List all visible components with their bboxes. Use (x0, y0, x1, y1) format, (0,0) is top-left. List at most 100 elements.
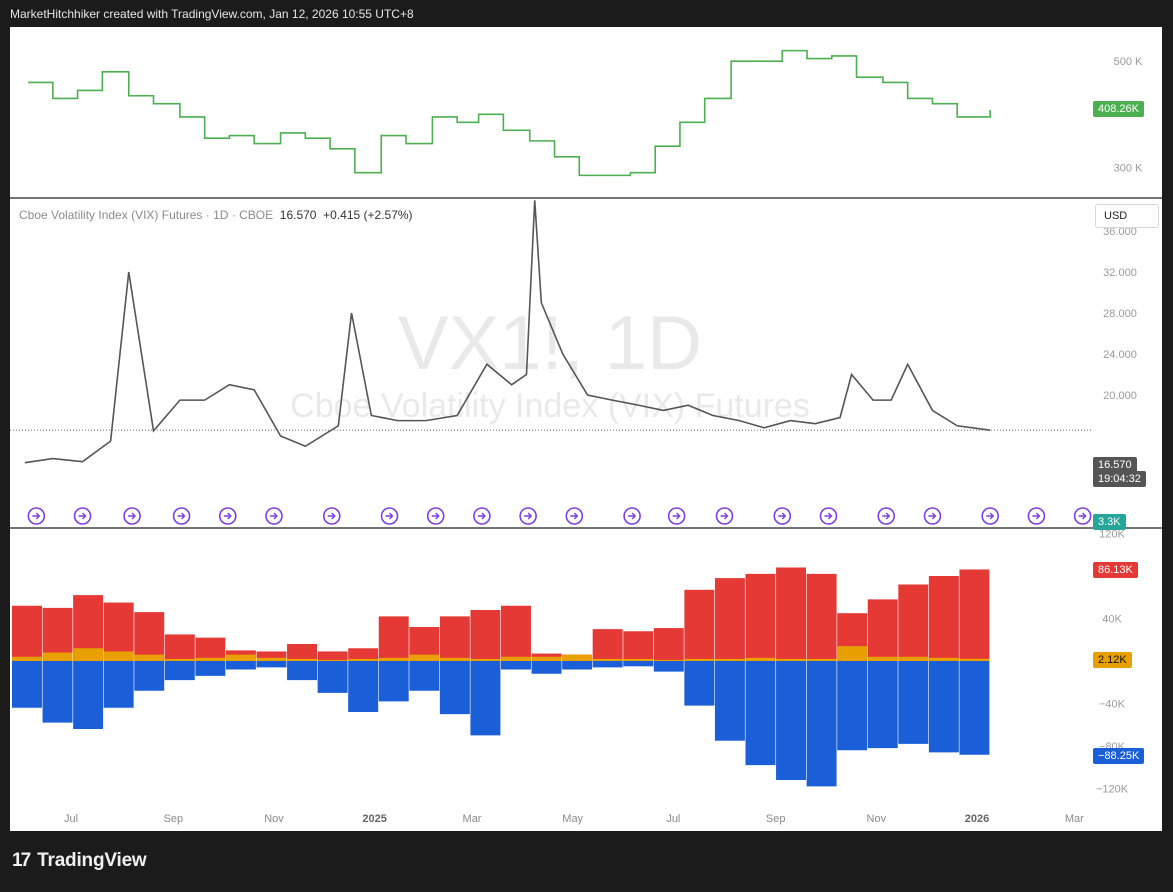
event-marker (218, 507, 237, 525)
negative-bar (776, 661, 807, 780)
negative-bar (42, 661, 73, 723)
event-marker-arrow-icon (720, 512, 729, 520)
event-marker-arrow-icon (477, 512, 486, 520)
negative-bar (287, 661, 318, 681)
price-y-tick-label: 24.000 (1103, 349, 1137, 361)
positive-bar (12, 605, 42, 661)
x-tick-label: Nov (264, 813, 284, 825)
negative-bar (714, 661, 745, 741)
event-marker (27, 507, 46, 525)
x-tick-label: 2025 (362, 813, 386, 825)
currency-button[interactable]: USD (1095, 204, 1159, 228)
event-marker-arrow-icon (223, 512, 232, 520)
tradingview-logo-icon: 17 (12, 850, 31, 871)
event-marker-arrow-icon (570, 512, 579, 520)
legend-last: 16.570 (279, 208, 317, 222)
event-marker (819, 507, 838, 525)
x-tick-label: Sep (766, 813, 786, 825)
mid-bar (959, 658, 990, 661)
event-marker-arrow-icon (32, 512, 41, 520)
mid-bar (531, 656, 562, 661)
positive-bar (776, 567, 807, 661)
mid-bar (256, 657, 287, 661)
negative-bar (195, 661, 226, 676)
negative-bar (928, 661, 959, 753)
mid-bar (103, 651, 134, 661)
positive-bar (470, 610, 501, 661)
brand-name: TradingView (37, 850, 147, 871)
negative-bar (225, 661, 256, 670)
mid-bar (867, 656, 898, 661)
positive-bar (928, 576, 959, 661)
negative-bar (684, 661, 715, 706)
price-tag: 16.570 (1093, 457, 1137, 473)
mid-bar (653, 659, 684, 661)
mid-bar (837, 646, 868, 661)
event-marker (773, 507, 792, 525)
event-marker (123, 507, 141, 525)
symbol-legend[interactable]: Cboe Volatility Index (VIX) Futures · 1D… (19, 208, 413, 222)
event-marker-arrow-icon (128, 512, 137, 520)
mid-bar (898, 656, 929, 661)
tradingview-logo[interactable]: 17 TradingView (12, 850, 147, 872)
mid-bar (195, 657, 226, 661)
mid-bar (470, 658, 501, 661)
event-markers (27, 507, 1092, 525)
mid-bar (225, 654, 256, 661)
event-marker (426, 507, 445, 525)
mid-bar (12, 656, 42, 661)
price-y-tick-label: 32.000 (1103, 267, 1137, 279)
negative-bar (837, 661, 868, 751)
negative-bar (898, 661, 929, 744)
top-y-tick-label: 500 K (1114, 56, 1143, 68)
neg-value-tag: −88.25K (1093, 748, 1145, 764)
positive-bar (103, 602, 134, 661)
pos-value-tag: 86.13K (1093, 562, 1138, 578)
positive-bar (714, 578, 745, 661)
event-marker (322, 507, 341, 525)
negative-bar (592, 661, 623, 668)
negative-bar (439, 661, 470, 715)
mid-bar (501, 656, 531, 661)
event-marker-arrow-icon (385, 512, 394, 520)
positive-bar (959, 569, 990, 661)
event-marker (923, 507, 942, 525)
negative-bar (623, 661, 654, 667)
x-tick-label: Mar (1065, 813, 1084, 825)
event-marker-arrow-icon (177, 512, 186, 520)
positive-bar (256, 651, 287, 661)
positive-bar (317, 651, 348, 661)
x-tick-label: Mar (463, 813, 482, 825)
event-marker-arrow-icon (986, 512, 995, 520)
mid-bar (776, 658, 807, 661)
mid-bar (745, 657, 776, 661)
positive-bar (623, 631, 654, 661)
mid-bar (317, 659, 348, 661)
negative-bar (12, 661, 42, 708)
x-tick-label: Jul (64, 813, 78, 825)
mid-bar (409, 654, 440, 661)
negative-bar (562, 661, 593, 670)
event-marker-arrow-icon (1032, 512, 1041, 520)
positive-bar (164, 634, 195, 661)
event-marker (1027, 507, 1046, 525)
mid-bar (134, 654, 165, 661)
negative-bar (470, 661, 501, 736)
mid-bar (928, 657, 959, 661)
positive-bar (806, 573, 837, 661)
event-marker-arrow-icon (327, 512, 336, 520)
event-marker-arrow-icon (628, 512, 637, 520)
negative-bar (806, 661, 837, 787)
event-marker (877, 507, 896, 525)
top-y-tick-label: 300 K (1114, 162, 1143, 174)
bottom-y-tick-label: −120K (1096, 784, 1129, 796)
x-tick-label: 2026 (965, 813, 989, 825)
x-tick-label: Jul (666, 813, 680, 825)
price-y-tick-label: 20.000 (1103, 390, 1137, 402)
positive-bar (653, 628, 684, 661)
price-y-tick-label: 28.000 (1103, 308, 1137, 320)
event-marker (73, 507, 92, 525)
event-marker-arrow-icon (928, 512, 937, 520)
price-y-tick-label: 36.000 (1103, 226, 1137, 238)
